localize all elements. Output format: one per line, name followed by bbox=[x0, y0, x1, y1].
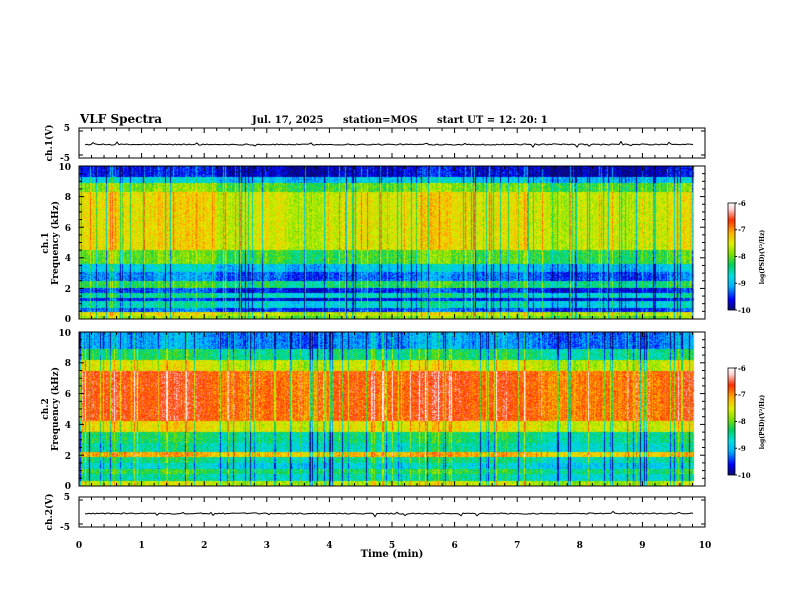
ch2-waveform-line bbox=[84, 510, 694, 518]
ch2-spectrogram-panel: 0 2 4 6 8 10 ch.2 Frequency (kHz) -6 -7 … bbox=[41, 329, 766, 492]
ch1-ytick-4: 4 bbox=[65, 254, 71, 264]
ch1-colorbar bbox=[727, 202, 736, 311]
ch1-ytick-8: 8 bbox=[65, 193, 71, 203]
ch1-spectrogram-ylabel-frequency: Frequency (kHz) bbox=[50, 201, 61, 285]
ch1-waveform-ytick-bottom: -5 bbox=[60, 154, 70, 164]
ch1-colorbar-tick-m10: -10 bbox=[738, 306, 751, 315]
time-tick-label-4: 4 bbox=[326, 541, 332, 551]
ch1-colorbar-tick-m6: -6 bbox=[738, 199, 746, 208]
ch1-waveform-line bbox=[84, 140, 694, 148]
ch1-spectrogram-image bbox=[79, 166, 705, 319]
ch2-colorbar-ticks bbox=[735, 367, 737, 476]
ch1-colorbar-tick-m7: -7 bbox=[738, 225, 746, 234]
ch1-waveform-xticks bbox=[78, 128, 706, 158]
ch1-ytick-0: 0 bbox=[65, 315, 71, 325]
time-tick-label-9: 9 bbox=[639, 541, 645, 551]
ch2-waveform-xticks bbox=[78, 497, 706, 527]
ch2-ytick-0: 0 bbox=[65, 482, 71, 492]
ch2-ytick-4: 4 bbox=[65, 421, 71, 431]
ch2-ytick-6: 6 bbox=[65, 390, 71, 400]
time-axis-label: Time (min) bbox=[361, 549, 424, 560]
ch2-waveform-panel: 5 -5 ch.2(V) bbox=[44, 493, 706, 533]
date-label: Jul. 17, 2025 bbox=[251, 115, 324, 126]
time-tick-label-0: 0 bbox=[76, 541, 82, 551]
ch2-ytick-8: 8 bbox=[65, 359, 71, 369]
ch1-colorbar-label: log(PSD)(V²/Hz) bbox=[759, 230, 766, 285]
start-ut-label: start UT = 12: 20: 1 bbox=[437, 115, 548, 126]
ch1-waveform-ytick-top: 5 bbox=[64, 124, 70, 134]
ch1-ytick-10: 10 bbox=[58, 163, 71, 173]
time-tick-label-10: 10 bbox=[699, 541, 712, 551]
ch1-spectrogram-panel: 0 2 4 6 8 10 ch.1 Frequency (kHz) -6 -7 … bbox=[41, 163, 766, 325]
ch2-colorbar-tick-m9: -9 bbox=[738, 444, 746, 453]
station-label: station=MOS bbox=[343, 115, 417, 126]
ch1-colorbar-tick-m8: -8 bbox=[738, 252, 746, 261]
ch1-ytick-6: 6 bbox=[65, 224, 71, 234]
ch1-waveform-ylabel: ch.1(V) bbox=[44, 125, 55, 162]
ch2-spectrogram-ylabel-channel: ch.2 bbox=[41, 398, 51, 419]
ch1-spectrogram-ytick-labels: 0 2 4 6 8 10 bbox=[58, 163, 71, 325]
time-tick-label-1: 1 bbox=[138, 541, 144, 551]
ch1-colorbar-ticks bbox=[735, 202, 737, 311]
ch2-ytick-2: 2 bbox=[65, 452, 71, 462]
time-tick-label-2: 2 bbox=[201, 541, 207, 551]
time-tick-label-7: 7 bbox=[514, 541, 520, 551]
time-tick-label-5: 5 bbox=[389, 541, 395, 551]
ch2-waveform-ytick-top: 5 bbox=[64, 493, 70, 503]
ch2-spectrogram-image bbox=[79, 332, 705, 486]
ch2-colorbar-tick-m6: -6 bbox=[738, 364, 746, 373]
ch2-colorbar-tick-m10: -10 bbox=[738, 471, 751, 480]
ch2-spectrogram-ylabel-frequency: Frequency (kHz) bbox=[50, 367, 61, 451]
ch2-colorbar-tick-m8: -8 bbox=[738, 417, 746, 426]
ch2-spectrogram-ticks bbox=[78, 331, 706, 487]
ch2-ytick-10: 10 bbox=[58, 329, 71, 339]
ch2-waveform-ytick-bottom: -5 bbox=[60, 523, 70, 533]
ch1-spectrogram-ylabel-channel: ch.1 bbox=[41, 232, 51, 253]
time-tick-label-6: 6 bbox=[451, 541, 457, 551]
time-tick-label-3: 3 bbox=[264, 541, 270, 551]
ch1-waveform-panel: 5 -5 ch.1(V) bbox=[44, 124, 706, 164]
ch1-spectrogram-ticks bbox=[78, 165, 706, 320]
figure-title: VLF Spectra bbox=[79, 112, 162, 126]
ch2-spectrogram-ytick-labels: 0 2 4 6 8 10 bbox=[58, 329, 71, 492]
ch2-colorbar-tick-m7: -7 bbox=[738, 390, 746, 399]
ch2-waveform-ylabel: ch.2(V) bbox=[44, 494, 55, 531]
ch1-ytick-2: 2 bbox=[65, 285, 71, 295]
ch1-colorbar-tick-m9: -9 bbox=[738, 279, 746, 288]
time-axis-tick-labels: 0 1 2 3 4 5 6 7 8 9 10 bbox=[76, 541, 711, 551]
time-tick-label-8: 8 bbox=[577, 541, 583, 551]
ch2-colorbar-label: log(PSD)(V²/Hz) bbox=[759, 395, 766, 450]
ch2-colorbar bbox=[727, 367, 736, 476]
